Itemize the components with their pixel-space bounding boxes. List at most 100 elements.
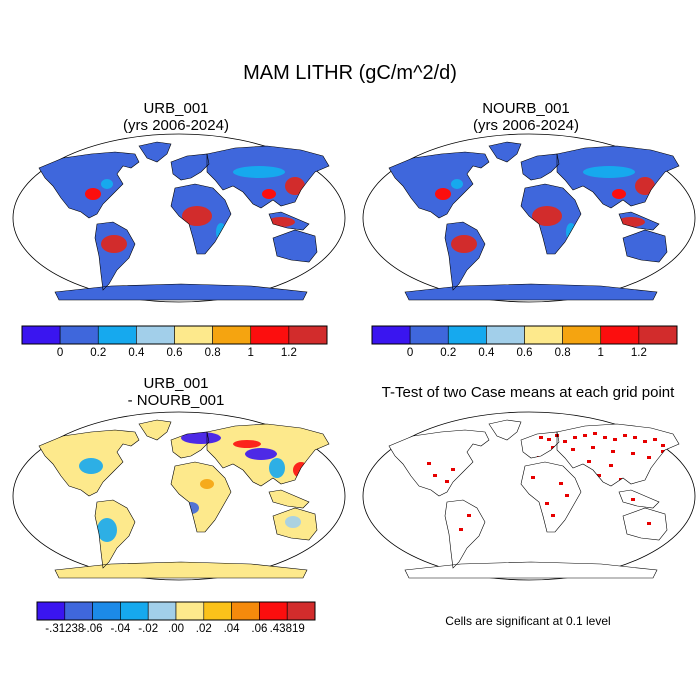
- cb2-box-1: [409, 325, 449, 345]
- panel-4-title: T-Test of two Case means at each grid po…: [358, 384, 698, 401]
- cb3-box-3: [120, 601, 149, 621]
- map2-hotspot-7: [612, 189, 626, 199]
- map3-anomaly-5: [269, 458, 285, 478]
- cb3-tick-label: -.02: [138, 623, 159, 635]
- cb3-tick-label: -.06: [82, 623, 103, 635]
- cb2-box-4: [524, 325, 563, 345]
- map3-outline-seAsia: [268, 489, 310, 509]
- map4-signif-cell-12: [653, 438, 657, 441]
- map4-signif-cell-18: [631, 452, 635, 455]
- map3-outline-antarctica: [54, 561, 308, 579]
- map1-hotspot-1: [182, 206, 212, 226]
- colorbar-urb-labels: 0 0.2 0.4 0.6 0.8 1 1.2: [22, 347, 327, 363]
- cb1-frame: [21, 325, 328, 345]
- panel-2-title-line1: NOURB_001: [482, 100, 570, 117]
- map4-signif-cell-23: [451, 468, 455, 471]
- map4-signif-cell-6: [593, 432, 597, 435]
- map4-signif-cell-25: [531, 476, 535, 479]
- cb3-tick-label: .04: [223, 623, 240, 635]
- cb3-box-1: [64, 601, 93, 621]
- cb3-box-8: [259, 601, 288, 621]
- map4-signif-cell-27: [565, 494, 569, 497]
- map4-signif-cell-33: [551, 514, 555, 517]
- cb1-tick-label: 1: [247, 347, 254, 359]
- map1-hotspot-6: [233, 166, 285, 178]
- map3-anomaly-2: [79, 458, 103, 474]
- map4-outline-africa: [520, 461, 582, 533]
- panel-1-title-line2: (yrs 2006-2024): [123, 117, 229, 134]
- map2-hotspot-3: [635, 177, 655, 195]
- map1-outline-northAmerica: [38, 151, 140, 219]
- cb3-box-7: [231, 601, 260, 621]
- map3-anomaly-3: [97, 518, 117, 542]
- map4-signif-cell-32: [545, 502, 549, 505]
- panel-2-title: NOURB_001 (yrs 2006-2024): [361, 100, 691, 134]
- map4-signif-cell-39: [661, 450, 665, 453]
- cb3-tick-label: .02: [195, 623, 212, 635]
- panel-1-title: URB_001 (yrs 2006-2024): [11, 100, 341, 134]
- map4-signif-cell-4: [573, 436, 577, 439]
- map1-outline-seAsia: [268, 211, 310, 231]
- map-urb-001: [12, 133, 346, 303]
- cb2-tick-label: 1.2: [630, 347, 647, 359]
- map4-signif-cell-20: [427, 462, 431, 465]
- cb2-frame: [371, 325, 678, 345]
- colorbar-urb: [21, 325, 328, 345]
- map4-signif-cell-10: [633, 436, 637, 439]
- map3-outline-southAmerica: [94, 499, 136, 569]
- map4-signif-cell-0: [539, 436, 543, 439]
- map4-outline-europe: [520, 431, 560, 459]
- map1-hotspot-4: [85, 188, 101, 200]
- map3-outline-asia: [206, 423, 330, 487]
- map3-outline-europe: [170, 431, 210, 459]
- cb1-box-7: [288, 325, 328, 345]
- map4-signif-cell-17: [611, 450, 615, 453]
- cb2-box-2: [447, 325, 487, 345]
- map3-outline-northAmerica: [38, 429, 140, 497]
- cb1-tick-label: 0: [56, 347, 64, 359]
- map2-outline-northAmerica: [388, 151, 490, 219]
- map4-signif-cell-16: [591, 446, 595, 449]
- cb2-tick-label: 0.8: [554, 347, 571, 359]
- cb2-box-7: [638, 325, 678, 345]
- map3-outline-greenland: [138, 419, 172, 441]
- map-ttest: [362, 411, 696, 581]
- cb2-tick-label: 0.6: [516, 347, 533, 359]
- cb1-tick-label: 0.8: [204, 347, 221, 359]
- map3-outline-africa: [170, 461, 232, 533]
- significance-note: Cells are significant at 0.1 level: [445, 614, 611, 628]
- map4-outline-australia: [622, 507, 668, 541]
- map4-signif-cell-22: [445, 480, 449, 483]
- map4-outline-northAmerica: [388, 429, 490, 497]
- panel-3-title-line1: URB_001: [143, 375, 209, 392]
- map-difference: [12, 411, 346, 581]
- cb3-frame: [36, 601, 316, 621]
- map1-outline-europe: [170, 153, 210, 181]
- map3-anomaly-1: [245, 448, 277, 460]
- map4-signif-cell-15: [571, 448, 575, 451]
- map3-anomaly-8: [200, 479, 214, 489]
- figure-title: MAM LITHR (gC/m^2/d): [243, 62, 457, 84]
- cb1-box-5: [212, 325, 252, 345]
- map1-outline-asia: [206, 145, 330, 209]
- map2-outline-africa: [520, 183, 582, 255]
- cb2-box-3: [486, 325, 525, 345]
- cb2-tick-label: 0: [406, 347, 414, 359]
- map4-signif-cell-37: [587, 460, 591, 463]
- cb2-tick-label: 1: [597, 347, 604, 359]
- panel-3-title: URB_001 - NOURB_001: [11, 375, 341, 409]
- map4-signif-cell-1: [547, 438, 551, 441]
- map4-signif-cell-3: [563, 440, 567, 443]
- cb3-box-9: [286, 601, 316, 621]
- cb1-tick-label: 0.4: [128, 347, 145, 359]
- map2-outline-australia: [622, 229, 668, 263]
- map4-signif-cell-30: [467, 514, 471, 517]
- map4-signif-cell-36: [609, 464, 613, 467]
- map1-hotspot-0: [101, 235, 127, 253]
- cb1-box-1: [59, 325, 99, 345]
- map4-signif-cell-34: [631, 498, 635, 501]
- map2-hotspot-4: [435, 188, 451, 200]
- cb3-tick-label: -.31238: [45, 623, 85, 635]
- map-nourb-001: [362, 133, 696, 303]
- colorbar-nourb-labels: 0 0.2 0.4 0.6 0.8 1 1.2: [372, 347, 677, 363]
